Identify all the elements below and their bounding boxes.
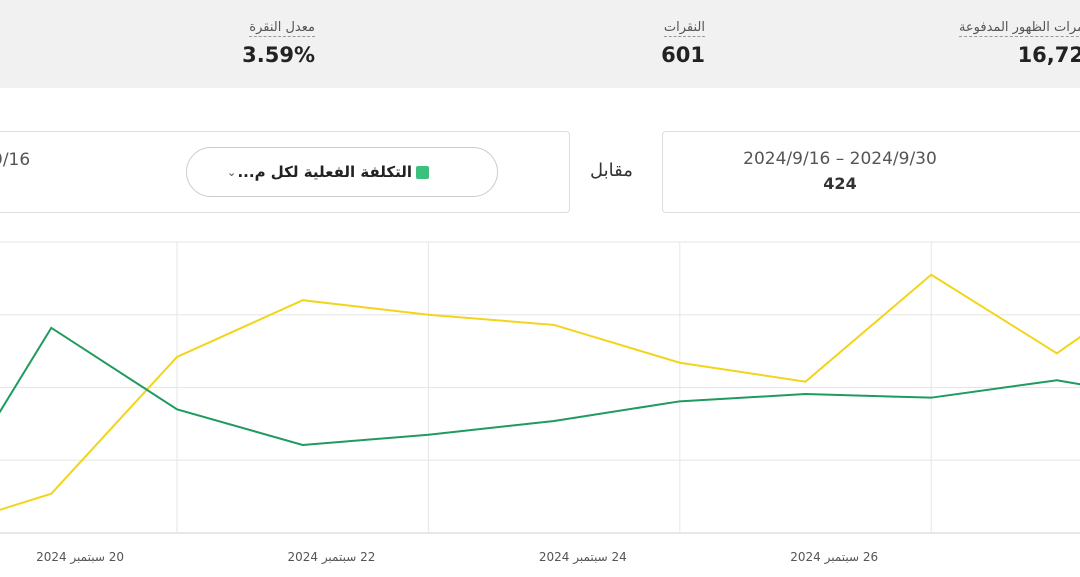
compare-box[interactable] — [0, 131, 570, 213]
x-tick-label: 24 سبتمبر 2024 — [539, 550, 627, 565]
stat-label: معدل النقرة — [249, 20, 315, 37]
stat-value: 3.59% — [242, 43, 315, 67]
date-range: 2024/9/16 – 2024/9/30 — [743, 149, 937, 169]
series-line — [0, 273, 1080, 511]
range-value: 424 — [823, 174, 857, 193]
versus-label: مقابل — [590, 160, 633, 181]
date-range-box[interactable] — [662, 131, 1080, 213]
stat-label: مرات الظهور المدفوعة — [958, 20, 1080, 37]
stat-value: 16,72 — [1017, 43, 1080, 67]
x-tick-label: 26 سبتمبر 2024 — [790, 550, 878, 565]
stat-value: 601 — [661, 43, 705, 67]
stat: معدل النقرة 3.59% — [242, 16, 315, 67]
metric-label: التكلفة الفعلية لكل م... — [237, 163, 412, 181]
stats-bar — [0, 0, 1080, 88]
stat-label: النقرات — [663, 20, 705, 37]
series-line — [0, 326, 1080, 446]
x-tick-label: 22 سبتمبر 2024 — [287, 550, 375, 565]
metric-swatch — [416, 165, 429, 179]
chevron: ⌄ — [227, 165, 237, 179]
stat: مرات الظهور المدفوعة 16,72 — [958, 16, 1080, 67]
other-range: 9/16 — [0, 150, 31, 170]
stat: النقرات 601 — [661, 16, 705, 67]
metric-dropdown[interactable]: التكلفة الفعلية لكل م... ⌄ — [186, 147, 498, 197]
x-tick-label: 20 سبتمبر 2024 — [36, 550, 124, 565]
